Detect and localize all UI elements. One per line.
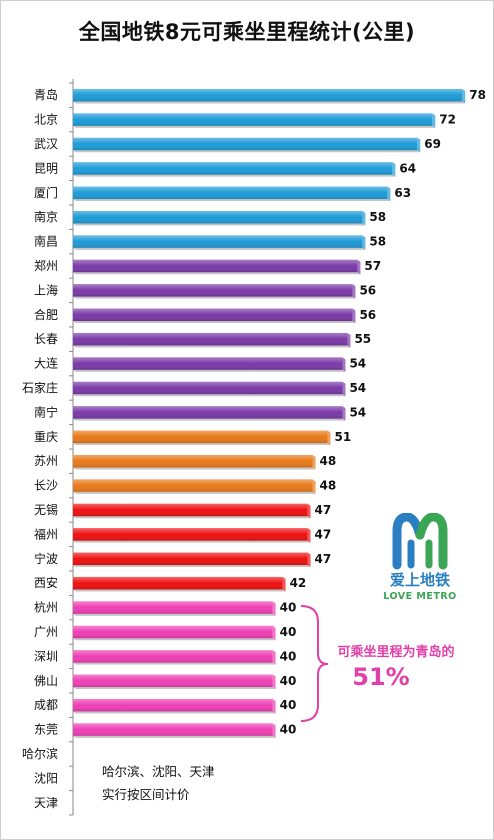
category-label: 南昌 <box>34 234 58 249</box>
bar <box>73 357 346 372</box>
bar <box>73 479 316 494</box>
value-label: 58 <box>369 235 386 249</box>
bar <box>73 308 356 324</box>
value-label: 63 <box>394 186 411 200</box>
category-label: 东莞 <box>34 723 58 737</box>
bar <box>73 381 346 397</box>
value-label: 47 <box>315 503 332 517</box>
category-label: 北京 <box>34 113 58 127</box>
bar <box>73 625 276 641</box>
value-label: 56 <box>359 308 376 322</box>
category-label: 武汉 <box>34 137 58 151</box>
note-line-2: 实行按区间计价 <box>102 787 190 802</box>
bar <box>73 674 276 690</box>
bar <box>73 528 311 543</box>
pricing-note: 哈尔滨、沈阳、天津 实行按区间计价 <box>102 760 215 806</box>
bar <box>73 503 311 519</box>
bar <box>73 723 276 738</box>
category-label: 青岛 <box>34 87 58 102</box>
bar <box>73 406 346 421</box>
value-label: 64 <box>399 161 416 175</box>
category-label: 哈尔滨 <box>22 746 58 761</box>
value-label: 54 <box>349 405 366 419</box>
bar <box>73 235 366 250</box>
value-label: 58 <box>369 210 386 224</box>
value-label: 78 <box>469 88 486 102</box>
value-label: 40 <box>280 674 297 688</box>
bar <box>73 650 276 665</box>
chart-title: 全国地铁8元可乘坐里程统计(公里) <box>78 20 416 44</box>
category-label: 大连 <box>34 356 58 371</box>
value-label: 57 <box>364 259 381 273</box>
bar <box>73 698 276 714</box>
bar <box>73 137 421 153</box>
value-label: 69 <box>424 137 441 151</box>
note-line-1: 哈尔滨、沈阳、天津 <box>102 764 215 779</box>
category-label: 西安 <box>34 575 58 590</box>
value-label: 42 <box>290 576 307 590</box>
category-label: 广州 <box>34 625 58 639</box>
bar <box>73 430 331 446</box>
category-label: 深圳 <box>34 649 58 663</box>
bar <box>73 259 361 275</box>
love-metro-logo: 爱上地铁 LOVE METRO <box>375 512 465 608</box>
logo-name-cn: 爱上地铁 <box>389 571 450 589</box>
bar <box>73 332 351 348</box>
bar <box>73 552 311 568</box>
value-label: 40 <box>280 625 297 639</box>
bar <box>73 576 286 592</box>
value-label: 47 <box>315 527 332 541</box>
value-label: 54 <box>349 357 366 371</box>
value-label: 40 <box>280 601 297 615</box>
bar <box>73 88 466 104</box>
bar <box>73 113 436 128</box>
category-label: 上海 <box>34 282 58 297</box>
bar <box>73 210 366 226</box>
value-label: 72 <box>439 113 456 127</box>
value-label: 40 <box>280 723 297 737</box>
category-label: 厦门 <box>34 185 58 200</box>
value-label: 47 <box>315 552 332 566</box>
value-label: 54 <box>349 381 366 395</box>
category-label: 南京 <box>34 209 58 224</box>
bar <box>73 454 316 470</box>
callout-text: 可乘坐里程为青岛的 <box>337 645 455 660</box>
category-label: 成都 <box>34 698 58 712</box>
category-label: 南宁 <box>34 404 58 419</box>
category-label: 长春 <box>34 332 58 346</box>
category-label: 佛山 <box>34 674 58 688</box>
bar <box>73 601 276 616</box>
value-label: 40 <box>280 698 297 712</box>
category-label: 杭州 <box>34 600 58 615</box>
category-label: 郑州 <box>34 258 58 273</box>
category-label: 石家庄 <box>22 380 58 395</box>
category-label: 天津 <box>34 796 58 810</box>
metro-m-icon <box>392 512 448 570</box>
category-label: 长沙 <box>34 479 58 493</box>
category-label: 苏州 <box>34 454 58 468</box>
value-label: 56 <box>359 283 376 297</box>
category-label: 合肥 <box>34 307 58 322</box>
logo-name-en: LOVE METRO <box>383 591 457 602</box>
bar <box>73 284 356 299</box>
category-label: 宁波 <box>34 551 58 566</box>
value-label: 48 <box>320 454 337 468</box>
category-label: 重庆 <box>34 430 58 444</box>
category-label: 沈阳 <box>34 770 58 785</box>
category-label: 无锡 <box>34 502 58 517</box>
callout-percent: 51% <box>352 663 410 691</box>
category-label: 福州 <box>34 526 58 541</box>
value-label: 55 <box>354 332 371 346</box>
value-label: 51 <box>334 430 351 444</box>
bar <box>73 162 396 177</box>
bar <box>73 186 391 202</box>
value-label: 48 <box>320 479 337 493</box>
callout-brace <box>300 605 329 722</box>
category-label: 昆明 <box>34 161 58 175</box>
value-label: 40 <box>280 649 297 663</box>
